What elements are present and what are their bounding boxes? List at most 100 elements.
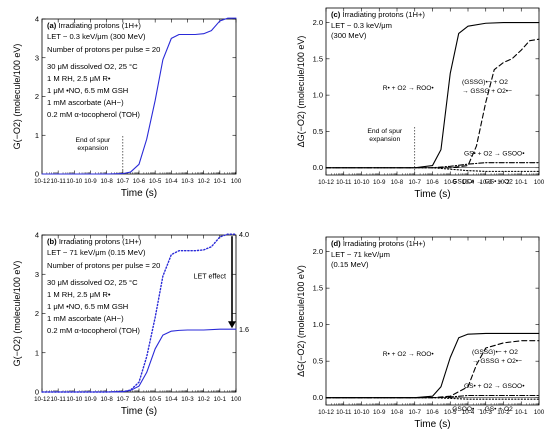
series-line-solid (325, 332, 540, 399)
x-tick-label: 10-9 (84, 396, 97, 403)
annotation-line: 0.2 mM α-tocopherol (TOH) (47, 326, 140, 335)
x-tick-label: 10-6 (133, 396, 146, 403)
x-tick-label: 10-6 (426, 179, 439, 186)
x-tick-label: 10-3 (480, 179, 493, 186)
x-tick-label: 10-1 (515, 179, 528, 186)
x-tick-label: 10-6 (133, 178, 146, 185)
x-tick-label: 10-12 (34, 396, 50, 403)
y-tick-label: 1.0 (313, 91, 323, 100)
x-tick-label: 100 (534, 179, 545, 186)
x-tick-label: 10-7 (117, 396, 130, 403)
y-tick-label: 0.5 (313, 357, 323, 366)
annotation-block: (a) Irradiating protons (1H+) (47, 21, 141, 30)
panel-b: 0 1 2 3 4 Time (s) G(−O2) (molecule/100 eV) (b)… (12, 230, 249, 417)
annotation-line: LET ~ 0.3 keV/μm (331, 21, 392, 30)
annotation-line: Irradiating protons (1H+) (58, 21, 141, 30)
annotation-line: 1 mM ascorbate (AH−) (47, 98, 124, 107)
x-tick-label: 10-5 (149, 396, 162, 403)
plot-frame (41, 18, 237, 175)
annotation-line: Irradiating protons (1H+) (59, 237, 142, 246)
y-tick-label: 3 (35, 270, 39, 279)
x-tick-label: 10-10 (66, 178, 82, 185)
x-tick-label: 10-12 (318, 409, 334, 416)
x-tick-label: 10-4 (165, 178, 178, 185)
annotation-block: (c) Irradiating protons (1H+) (331, 10, 425, 19)
annotation-line: Irradiating protons (1H+) (343, 239, 426, 248)
x-tick-label: 10-7 (409, 179, 422, 186)
x-tick-label: 10-11 (50, 178, 66, 185)
x-tick-label: 10-4 (165, 396, 178, 403)
x-axis-label: Time (s) (121, 188, 157, 199)
y-axis-label: G(−O2) (molecule/100 eV) (12, 44, 22, 150)
x-tick-label: 100 (231, 178, 242, 185)
y-tick-label: 0.0 (313, 393, 323, 402)
x-tick-label: 10-11 (50, 396, 66, 403)
annotation-line: 0.2 mM α-tocopherol (TOH) (47, 110, 140, 119)
x-tick-label: 10-10 (66, 396, 82, 403)
y-tick-label: 0 (35, 388, 39, 397)
panel-label: (d) (331, 239, 343, 248)
x-tick-label: 10-12 (34, 178, 50, 185)
y-tick-label: 0.0 (313, 163, 323, 172)
reaction-label-r4: GSOO• → GS• + O2 (452, 406, 513, 413)
series-line-dashed (325, 38, 540, 169)
x-tick-label: 100 (534, 409, 545, 416)
annotation-line: Number of protons per pulse = 20 (47, 45, 160, 54)
panel-c: 0.0 0.5 1.0 1.5 2.0 Time (s) ΔG(−O2) (molecule… (296, 7, 540, 200)
x-tick-label: 10-10 (354, 179, 370, 186)
annotation-line: LET ~ 0.3 keV/μm (300 MeV) (47, 32, 146, 41)
x-tick-label: 10-2 (497, 179, 510, 186)
x-tick-label: 10-8 (391, 409, 404, 416)
spur-marker-label: End of spur (75, 137, 110, 144)
x-tick-label: 10-2 (197, 178, 210, 185)
x-tick-label: 10-7 (117, 178, 130, 185)
annotation-line: 1 M RH, 2.5 μM R• (47, 74, 111, 83)
annotation-line: (300 MeV) (331, 31, 367, 40)
x-tick-label: 10-8 (100, 178, 113, 185)
y-tick-label: 1 (35, 131, 39, 140)
reaction-label-r3: GS• + O2 → GSOO• (464, 150, 525, 157)
x-tick-label: 10-4 (462, 409, 475, 416)
y-tick-label: 0 (35, 170, 39, 179)
y-tick-label: 4 (35, 15, 39, 24)
x-tick-label: 10-11 (336, 409, 352, 416)
y-tick-label: 2.0 (313, 18, 323, 27)
annotation-line: Number of protons per pulse = 20 (47, 261, 160, 270)
let-effect-arrowhead (228, 321, 236, 329)
annotation-line: 1 mM ascorbate (AH−) (47, 314, 124, 323)
x-tick-label: 10-9 (373, 179, 386, 186)
spur-marker-label: expansion (77, 145, 108, 152)
reaction-label-r2a: (GSSG)•− + O2 (472, 349, 518, 356)
series-line-dotted (325, 167, 540, 172)
x-axis-label: Time (s) (414, 419, 450, 430)
series-line-solid (41, 17, 237, 175)
annotation-line: LET ~ 71 keV/μm (331, 250, 390, 259)
x-tick-label: 100 (231, 396, 242, 403)
y-tick-label: 0.5 (313, 127, 323, 136)
x-tick-label: 10-8 (100, 396, 113, 403)
x-tick-label: 10-8 (391, 179, 404, 186)
let-effect-label: LET effect (194, 272, 227, 281)
x-tick-label: 10-9 (373, 409, 386, 416)
y-axis-label: ΔG(−O2) (molecule/100 eV) (296, 36, 306, 148)
annotation-line: (0.15 MeV) (331, 260, 369, 269)
y-axis-label: G(−O2) (molecule/100 eV) (12, 261, 22, 367)
y-tick-label: 2 (35, 309, 39, 318)
annotation-line: LET ~ 71 keV/μm (0.15 MeV) (47, 248, 146, 257)
x-tick-label: 10-11 (336, 179, 352, 186)
annotation-block: (b) Irradiating protons (1H+) (47, 237, 142, 246)
y-tick-label: 2 (35, 92, 39, 101)
panel-a: 0 1 2 3 4 Time (s) G(−O2) (molecule/100 eV) (a)… (12, 15, 237, 199)
x-tick-label: 10-2 (197, 396, 210, 403)
series-line-solid (41, 328, 237, 393)
y-tick-label: 4 (35, 231, 39, 240)
reaction-label-r1: R• + O2 → ROO• (383, 351, 435, 358)
spur-marker-label: expansion (369, 136, 400, 143)
spur-marker-label: End of spur (367, 128, 402, 135)
annotation-line: 30 μM dissolved O2, 25 °C (47, 278, 138, 287)
annotation-block: (d) Irradiating protons (1H+) (331, 239, 426, 248)
x-tick-label: 10-7 (409, 409, 422, 416)
reaction-label-r2a: (GSSG)•− + O2 (462, 79, 508, 86)
reaction-label-r4: GSOO• → GS• + O2 (452, 178, 513, 185)
x-tick-label: 10-3 (181, 396, 194, 403)
